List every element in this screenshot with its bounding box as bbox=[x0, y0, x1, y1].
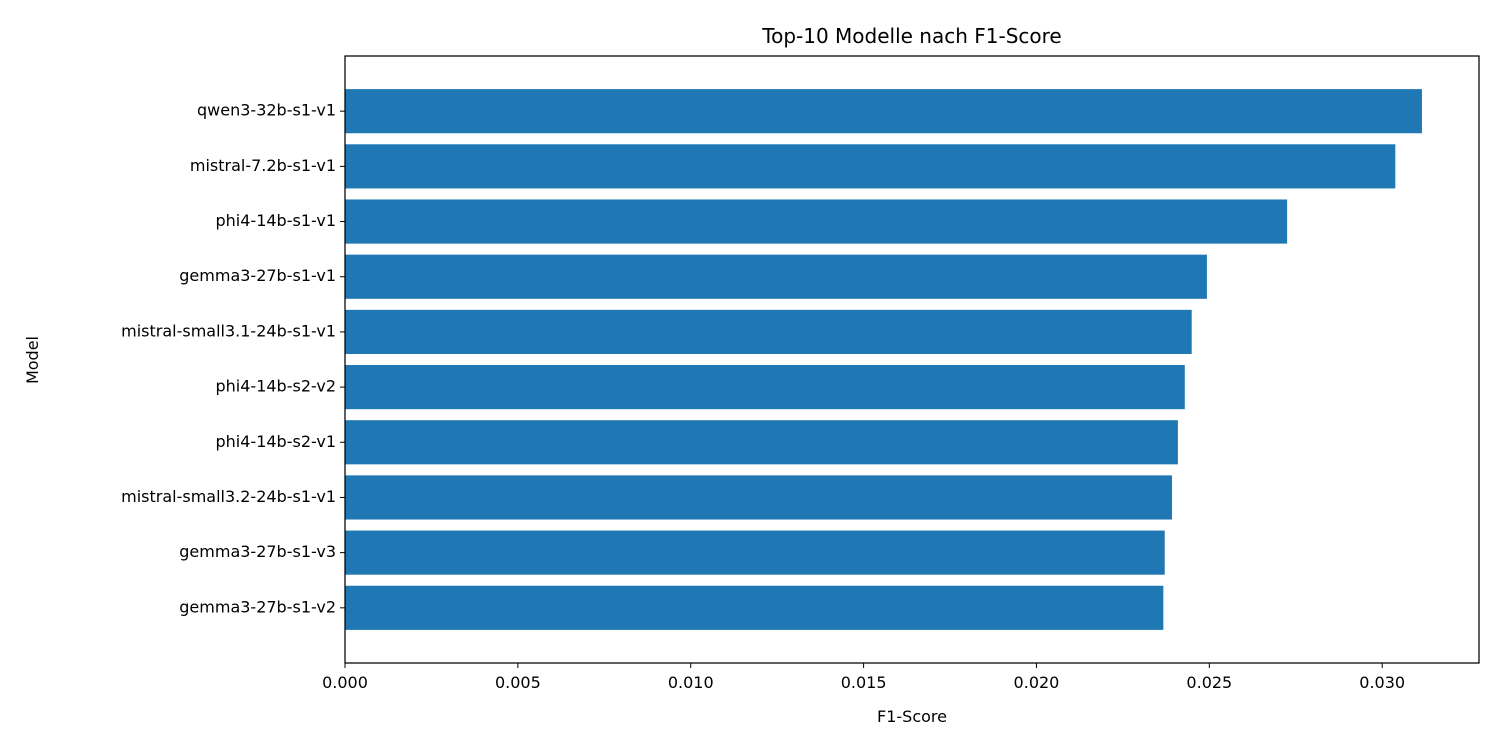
x-tick-label: 0.015 bbox=[841, 673, 887, 692]
x-tick-label: 0.010 bbox=[668, 673, 714, 692]
x-tick-label: 0.000 bbox=[322, 673, 368, 692]
bar bbox=[345, 144, 1396, 189]
chart-title: Top-10 Modelle nach F1-Score bbox=[761, 24, 1061, 48]
bar bbox=[345, 585, 1164, 630]
x-axis-label: F1-Score bbox=[877, 707, 947, 726]
y-tick-label: mistral-small3.1-24b-s1-v1 bbox=[121, 321, 336, 340]
y-tick-label: qwen3-32b-s1-v1 bbox=[197, 101, 336, 120]
y-tick-label: gemma3-27b-s1-v2 bbox=[179, 597, 336, 616]
bar bbox=[345, 365, 1185, 410]
x-tick-label: 0.005 bbox=[495, 673, 541, 692]
plot-frame bbox=[344, 55, 1480, 664]
bar bbox=[345, 420, 1178, 465]
y-axis-ticks: qwen3-32b-s1-v1 mistral-7.2b-s1-v1 phi4-14… bbox=[121, 101, 345, 616]
y-tick-label: phi4-14b-s2-v2 bbox=[216, 377, 337, 396]
x-tick-label: 0.025 bbox=[1186, 673, 1232, 692]
bars bbox=[345, 89, 1422, 630]
bar bbox=[345, 475, 1172, 520]
y-axis-label: Model bbox=[23, 336, 42, 384]
y-tick-label: mistral-7.2b-s1-v1 bbox=[190, 156, 336, 175]
x-tick-label: 0.030 bbox=[1359, 673, 1405, 692]
y-tick-label: phi4-14b-s1-v1 bbox=[216, 211, 337, 230]
y-tick-label: gemma3-27b-s1-v1 bbox=[179, 266, 336, 285]
bar bbox=[345, 199, 1288, 244]
bar bbox=[345, 309, 1192, 354]
y-tick-label: mistral-small3.2-24b-s1-v1 bbox=[121, 487, 336, 506]
bar bbox=[345, 254, 1207, 299]
y-tick-label: gemma3-27b-s1-v3 bbox=[179, 542, 336, 561]
x-tick-label: 0.020 bbox=[1014, 673, 1060, 692]
bar bbox=[345, 89, 1422, 134]
bar bbox=[345, 530, 1165, 575]
x-axis-ticks: 0.000 0.005 0.010 0.015 0.020 0.025 0.030 bbox=[322, 663, 1405, 692]
y-tick-label: phi4-14b-s2-v1 bbox=[216, 432, 337, 451]
